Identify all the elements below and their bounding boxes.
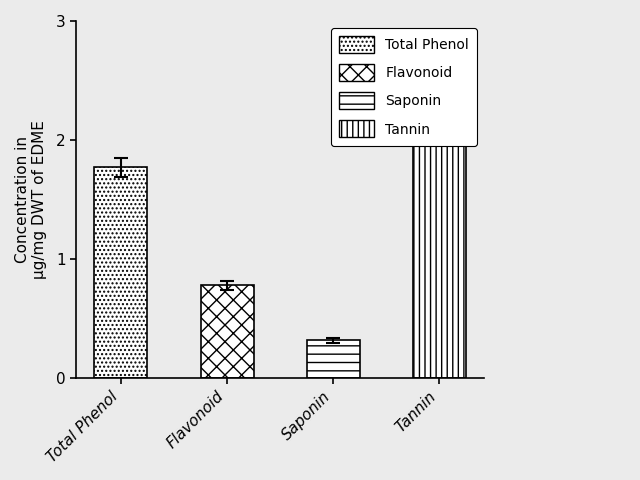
Y-axis label: Concentration in
μg/mg DWT of EDME: Concentration in μg/mg DWT of EDME: [15, 120, 47, 279]
Bar: [95, 168, 147, 378]
Legend: Total Phenol, Flavonoid, Saponin, Tannin: Total Phenol, Flavonoid, Saponin, Tannin: [331, 28, 477, 146]
Bar: [413, 98, 466, 378]
Bar: [307, 340, 360, 378]
Bar: [200, 286, 253, 378]
